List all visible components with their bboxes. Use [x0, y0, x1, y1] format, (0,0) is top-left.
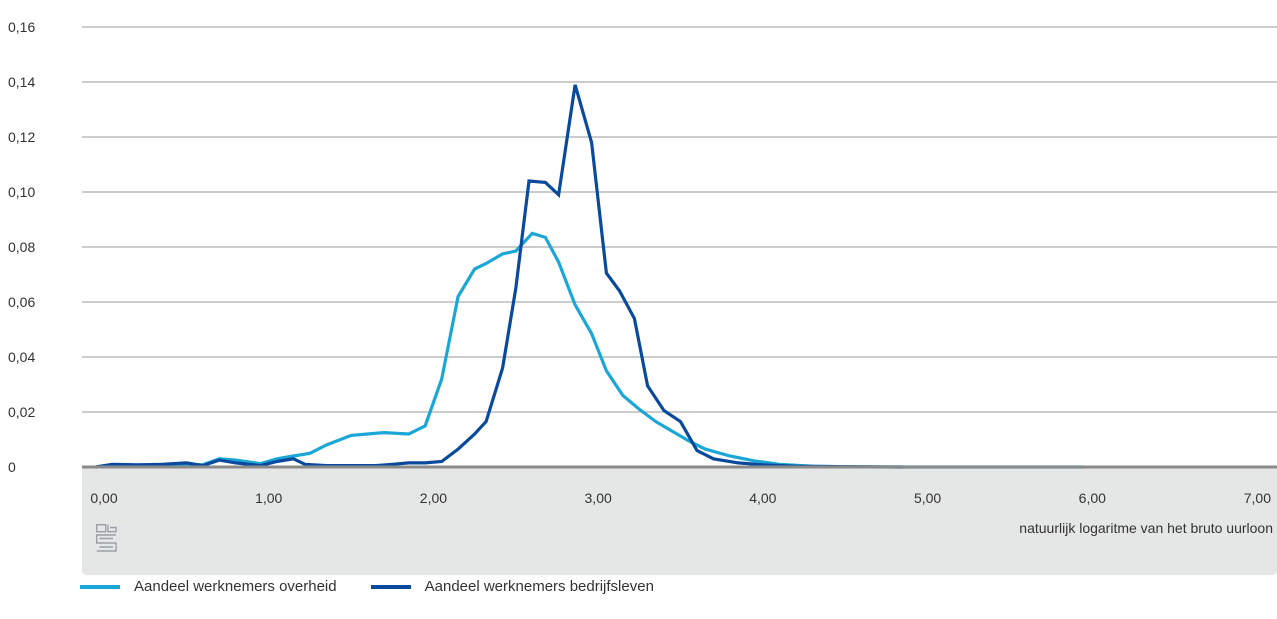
legend-swatch-overheid — [80, 584, 120, 589]
x-tick-label: 7,00 — [1244, 490, 1271, 506]
legend-label-bedrijfsleven: Aandeel werknemers bedrijfsleven — [424, 578, 654, 595]
x-tick-label: 0,00 — [90, 490, 117, 506]
series-layer — [95, 84, 1084, 469]
y-tick-label: 0,16 — [8, 19, 35, 35]
y-tick-label: 0 — [8, 459, 16, 475]
x-axis-ticks: 0,00 1,00 2,00 3,00 4,00 5,00 6,00 7,00 — [90, 490, 1271, 506]
legend-swatch-bedrijfsleven — [370, 584, 411, 589]
y-tick-label: 0,04 — [8, 349, 35, 365]
legend: Aandeel werknemers overheid Aandeel werk… — [80, 578, 688, 595]
x-tick-label: 2,00 — [420, 490, 447, 506]
y-tick-label: 0,02 — [8, 404, 35, 420]
legend-item-overheid: Aandeel werknemers overheid — [80, 578, 337, 595]
y-tick-label: 0,10 — [8, 184, 35, 200]
gridlines — [82, 26, 1277, 413]
legend-label-overheid: Aandeel werknemers overheid — [134, 578, 337, 595]
cbs-logo-icon — [95, 523, 117, 552]
series-line-bedrijfsleven — [95, 84, 903, 469]
x-tick-label: 5,00 — [914, 490, 941, 506]
y-tick-label: 0,14 — [8, 74, 35, 90]
x-tick-label: 1,00 — [255, 490, 282, 506]
series-line-overheid — [95, 231, 1084, 469]
y-tick-label: 0,08 — [8, 239, 35, 255]
x-axis-label: natuurlijk logaritme van het bruto uurlo… — [1019, 520, 1273, 536]
y-axis-ticks: 0 0,02 0,04 0,06 0,08 0,10 0,12 0,14 0,16 — [8, 19, 35, 475]
x-tick-label: 4,00 — [749, 490, 776, 506]
y-tick-label: 0,06 — [8, 294, 35, 310]
x-tick-label: 6,00 — [1079, 490, 1106, 506]
x-axis-panel — [82, 467, 1277, 575]
y-tick-label: 0,12 — [8, 129, 35, 145]
legend-item-bedrijfsleven: Aandeel werknemers bedrijfsleven — [370, 578, 654, 595]
x-tick-label: 3,00 — [585, 490, 612, 506]
